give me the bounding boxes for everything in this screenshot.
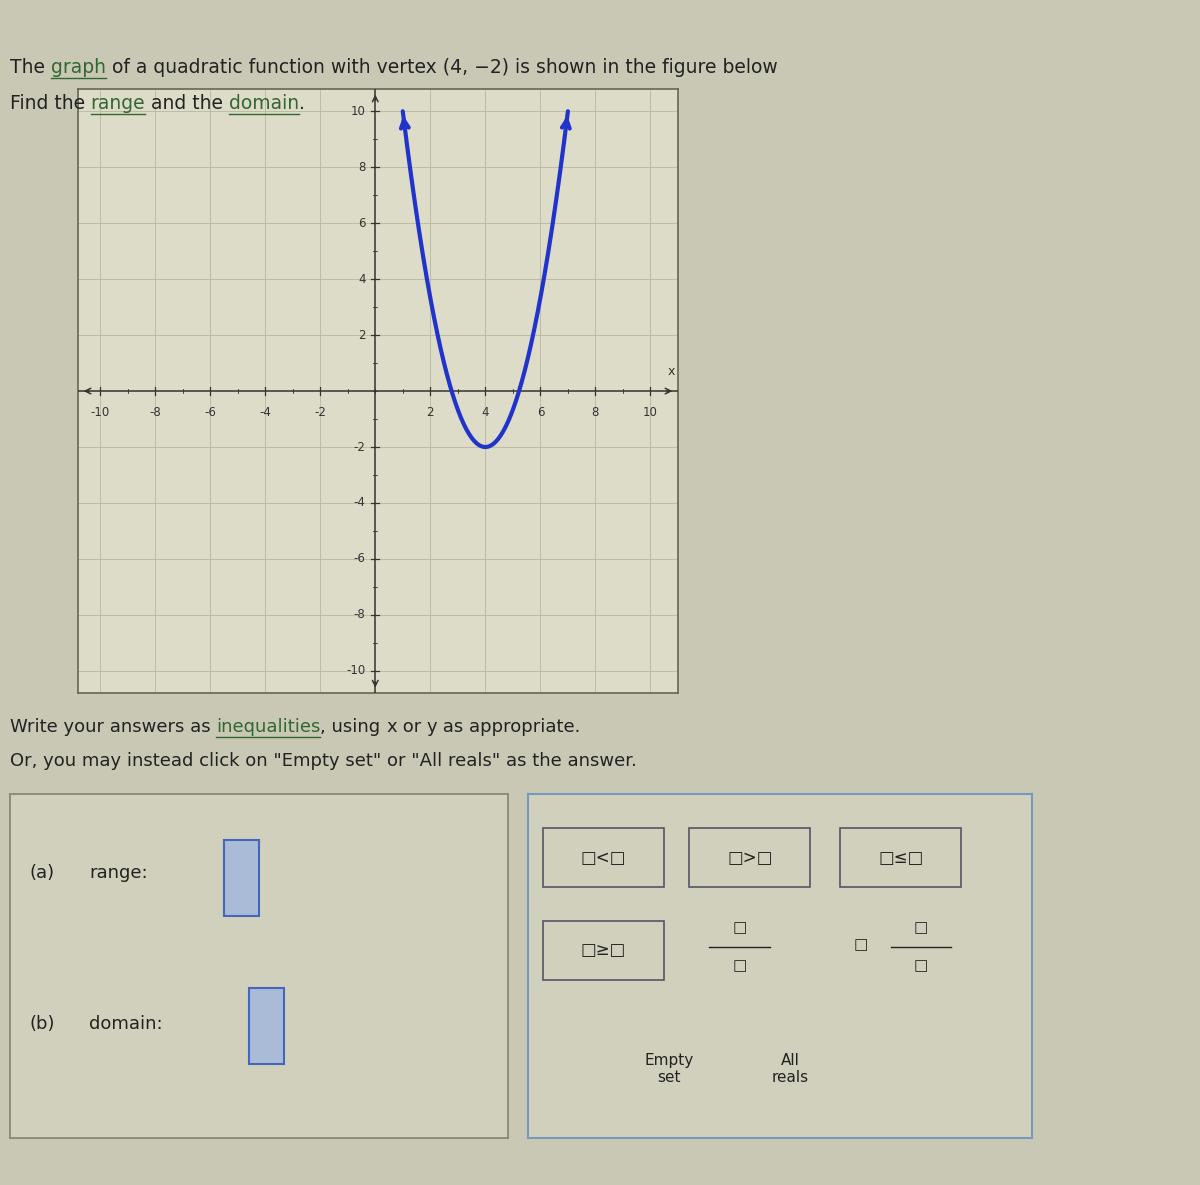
Text: -10: -10	[347, 665, 366, 678]
Text: 2: 2	[358, 328, 366, 341]
Text: 6: 6	[536, 406, 544, 419]
Text: □≤□: □≤□	[878, 848, 924, 866]
Text: domain: domain	[229, 94, 300, 113]
Text: -2: -2	[354, 441, 366, 454]
Text: (b): (b)	[30, 1016, 55, 1033]
Text: , using: , using	[320, 718, 386, 736]
Text: 10: 10	[350, 104, 366, 117]
Text: All
reals: All reals	[772, 1052, 809, 1085]
Text: Or, you may instead click on "Empty set" or "All reals" as the answer.: Or, you may instead click on "Empty set"…	[10, 751, 636, 769]
Text: x: x	[667, 365, 674, 378]
Bar	[840, 828, 961, 886]
Text: Empty
set: Empty set	[644, 1052, 694, 1085]
Text: -4: -4	[354, 497, 366, 510]
Text: -10: -10	[90, 406, 109, 419]
Text: -4: -4	[259, 406, 271, 419]
Text: -8: -8	[149, 406, 161, 419]
Text: □>□: □>□	[727, 848, 773, 866]
Text: Find the: Find the	[10, 94, 91, 113]
Text: range:: range:	[89, 864, 148, 882]
Text: □: □	[732, 959, 746, 973]
Text: 4: 4	[481, 406, 490, 419]
Text: -2: -2	[314, 406, 326, 419]
Text: □: □	[914, 921, 929, 935]
Text: .: .	[300, 94, 305, 113]
Text: 10: 10	[643, 406, 658, 419]
Bar	[248, 988, 283, 1064]
Text: 8: 8	[359, 161, 366, 174]
Text: and the: and the	[145, 94, 229, 113]
Bar	[689, 828, 810, 886]
Text: □: □	[914, 959, 929, 973]
Bar	[544, 921, 664, 980]
Text: Write your answers as: Write your answers as	[10, 718, 216, 736]
Text: (a): (a)	[30, 864, 55, 882]
Text: □≥□: □≥□	[581, 941, 626, 960]
Text: or: or	[397, 718, 427, 736]
Text: y: y	[427, 718, 438, 736]
Text: -8: -8	[354, 608, 366, 621]
Text: -6: -6	[354, 552, 366, 565]
Text: □<□: □<□	[581, 848, 626, 866]
Text: of a quadratic function with vertex (4, −2) is shown in the figure below: of a quadratic function with vertex (4, …	[106, 58, 778, 77]
Text: 4: 4	[358, 273, 366, 286]
Text: graph: graph	[50, 58, 106, 77]
Bar	[544, 828, 664, 886]
Text: The: The	[10, 58, 50, 77]
Text: □: □	[732, 921, 746, 935]
Text: □: □	[853, 937, 868, 953]
Text: -6: -6	[204, 406, 216, 419]
Text: as appropriate.: as appropriate.	[438, 718, 581, 736]
Text: x: x	[386, 718, 397, 736]
Bar	[223, 840, 259, 916]
Text: inequalities: inequalities	[216, 718, 320, 736]
Text: 2: 2	[426, 406, 434, 419]
Text: 8: 8	[592, 406, 599, 419]
Text: 6: 6	[358, 217, 366, 230]
Text: domain:: domain:	[89, 1016, 163, 1033]
Text: range: range	[91, 94, 145, 113]
